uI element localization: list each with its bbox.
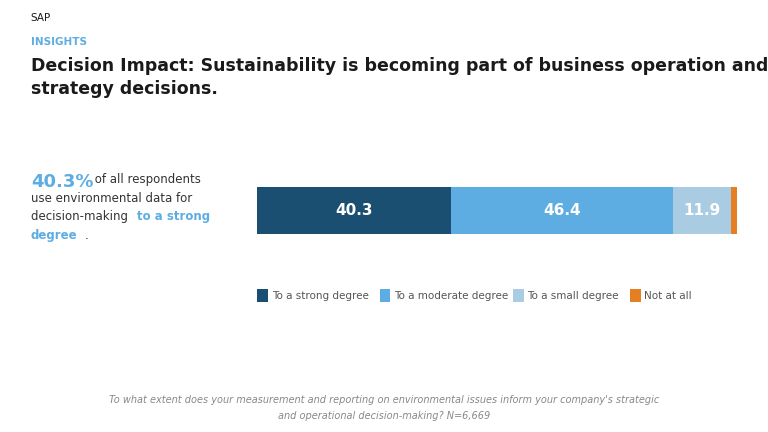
Text: decision-making: decision-making	[31, 210, 131, 223]
Bar	[674, 187, 730, 234]
Text: To a small degree: To a small degree	[528, 291, 619, 301]
Text: 40.3%: 40.3%	[31, 173, 93, 191]
Text: 46.4: 46.4	[543, 203, 581, 218]
Bar	[379, 289, 390, 302]
Text: 11.9: 11.9	[684, 203, 720, 218]
Text: To a strong degree: To a strong degree	[272, 291, 369, 301]
Bar	[730, 187, 737, 234]
Text: and operational decision-making? N=6,669: and operational decision-making? N=6,669	[278, 411, 490, 421]
Text: to a strong: to a strong	[137, 210, 210, 223]
Bar	[451, 187, 674, 234]
Text: INSIGHTS: INSIGHTS	[31, 37, 87, 47]
Text: SAP: SAP	[31, 13, 51, 23]
Text: strategy decisions.: strategy decisions.	[31, 80, 217, 98]
Text: .: .	[85, 229, 89, 241]
Text: 40.3: 40.3	[336, 203, 372, 218]
Text: Decision Impact: Sustainability is becoming part of business operation and: Decision Impact: Sustainability is becom…	[31, 57, 768, 75]
Text: degree: degree	[31, 229, 78, 241]
Bar	[257, 289, 268, 302]
Text: To what extent does your measurement and reporting on environmental issues infor: To what extent does your measurement and…	[109, 395, 659, 405]
Text: use environmental data for: use environmental data for	[31, 192, 192, 205]
Bar	[257, 187, 451, 234]
Bar	[630, 289, 641, 302]
Bar	[513, 289, 524, 302]
Text: To a moderate degree: To a moderate degree	[394, 291, 508, 301]
Text: Not at all: Not at all	[644, 291, 692, 301]
Text: of all respondents: of all respondents	[91, 173, 200, 186]
